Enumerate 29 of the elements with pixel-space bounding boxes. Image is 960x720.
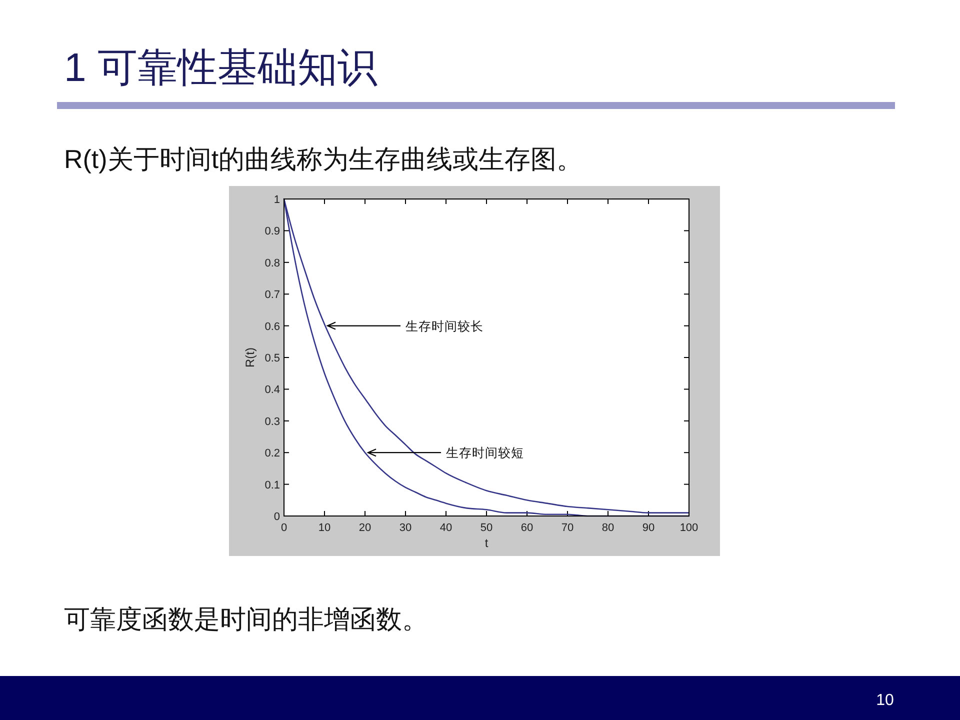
x-tick-label: 50 [480, 522, 493, 534]
y-tick-label: 0.1 [264, 479, 280, 492]
chart-title: 1 可靠性基础知识 [64, 46, 378, 90]
x-tick-label: 20 [358, 522, 372, 534]
x-axis-title: t [484, 536, 489, 550]
y-tick-label: 0.8 [264, 257, 280, 270]
x-tick-label: 90 [642, 522, 655, 534]
y-tick-label: 0 [274, 511, 280, 523]
text: 可靠度函数是时间的非增函数。 [64, 604, 428, 634]
y-axis-title: R(t) [243, 348, 257, 368]
text: 10 [876, 692, 894, 709]
x-tick-label: 10 [318, 522, 331, 534]
x-tick-label: 30 [399, 522, 412, 534]
y-tick-label: 0.9 [264, 226, 280, 238]
annotation: 生存时间较短 [446, 446, 524, 460]
x-tick-label: 60 [520, 522, 534, 534]
chart-subtitle: R(t)关于时间t的曲线称为生存曲线或生存图。 [64, 144, 583, 174]
y-tick-label: 0.6 [264, 320, 280, 333]
y-tick-label: 0.2 [264, 448, 280, 460]
y-tick-label: 0.3 [264, 416, 280, 428]
y-tick-label: 0.4 [264, 384, 280, 396]
y-tick-label: 0.5 [264, 352, 280, 364]
x-tick-label: 40 [440, 522, 452, 534]
x-tick-label: 100 [680, 522, 698, 534]
x-tick-label: 70 [561, 522, 574, 534]
y-tick-label: 1 [274, 194, 280, 206]
x-tick-label: 80 [602, 522, 614, 534]
y-tick-label: 0.7 [264, 289, 280, 302]
annotation: 生存时间较长 [406, 319, 484, 334]
